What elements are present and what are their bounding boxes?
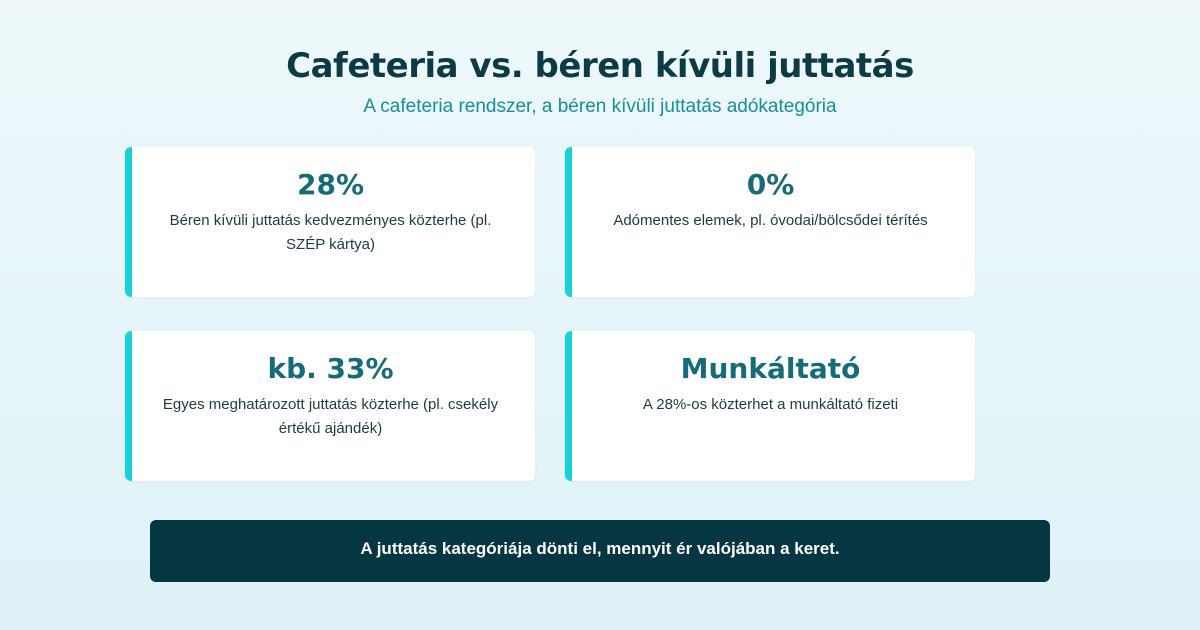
stat-description: A 28%-os közterhet a munkáltató fizeti [642,396,899,413]
stat-card-employer: Munkáltató A 28%-os közterhet a munkálta… [565,331,975,481]
stat-description: Egyes meghatározott juttatás közterhe (p… [162,396,499,437]
stat-value: 0% [746,168,795,201]
stat-card-specific-benefit: kb. 33% Egyes meghatározott juttatás köz… [125,331,535,481]
stat-description: Adómentes elemek, pl. óvodai/bölcsődei t… [613,212,928,229]
stat-value: Munkáltató [680,352,861,385]
stat-card-szep: 28% Béren kívüli juttatás kedvezményes k… [125,147,535,297]
page-subtitle: A cafeteria rendszer, a béren kívüli jut… [363,96,837,117]
stat-card-tax-free: 0% Adómentes elemek, pl. óvodai/bölcsőde… [565,147,975,297]
stat-value: 28% [296,168,365,201]
stat-description: Béren kívüli juttatás kedvezményes közte… [169,212,492,253]
page-title: Cafeteria vs. béren kívüli juttatás [286,46,914,86]
summary-banner: A juttatás kategóriája dönti el, mennyit… [150,520,1050,582]
stat-value: kb. 33% [267,352,394,385]
